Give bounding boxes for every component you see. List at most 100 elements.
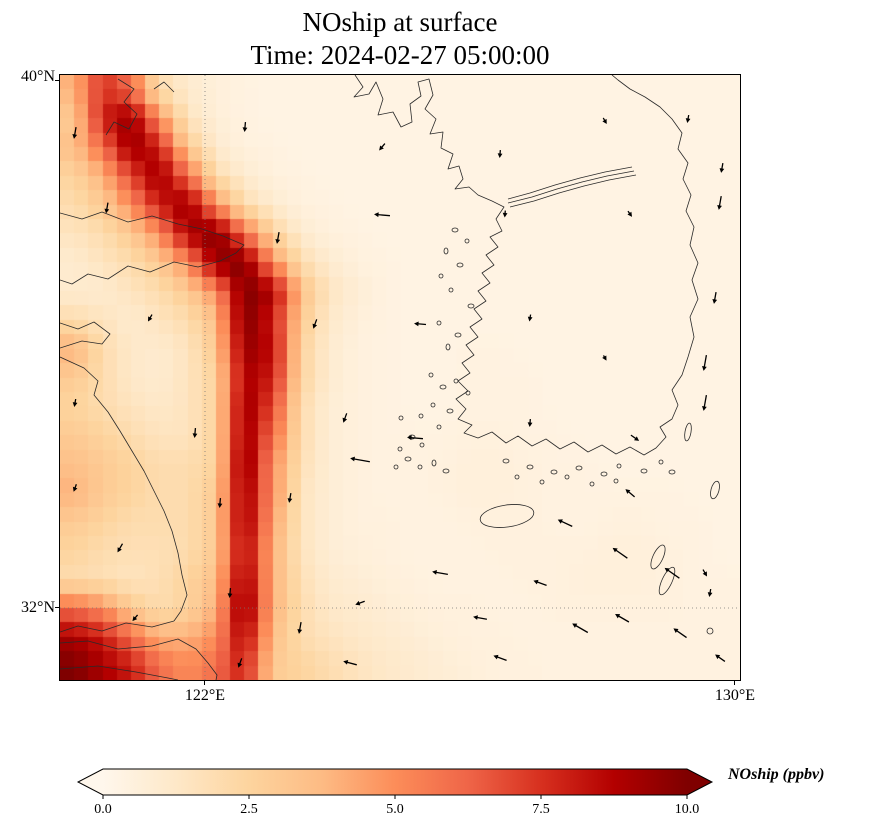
wind-arrow-head — [717, 205, 722, 210]
y-axis-tick-label-32N: 32°N — [21, 599, 55, 616]
island-outline — [448, 287, 454, 293]
x-axis-tick-label-130E: 130°E — [714, 687, 756, 704]
map-overlay-svg — [60, 75, 740, 680]
x-axis-tick-label-122E: 122°E — [184, 687, 226, 704]
colorbar-right-extend — [687, 769, 712, 795]
colorbar-tick-label: 2.5 — [240, 802, 258, 817]
colorbar — [75, 766, 735, 800]
wind-arrow-head — [493, 654, 499, 660]
island-outline — [453, 378, 459, 384]
island-outline — [658, 566, 676, 596]
island-outline — [404, 456, 412, 462]
colorbar-tick-label: 0.0 — [94, 802, 112, 817]
wind-arrow-head — [132, 616, 138, 622]
island-outline — [479, 504, 535, 528]
colorbar-tick-label: 10.0 — [674, 802, 700, 817]
island-outline — [465, 390, 471, 396]
wind-arrow-shaft — [573, 623, 589, 634]
wind-arrow-head — [719, 168, 725, 173]
colorbar-label: NOship (ppbv) — [728, 766, 825, 783]
wind-arrow-head — [473, 615, 478, 620]
island-outline — [439, 384, 447, 390]
colorbar-left-extend — [78, 769, 103, 795]
wind-arrow-head — [707, 592, 713, 597]
wind-arrow-head — [533, 579, 539, 585]
island-outline — [539, 479, 545, 485]
island-outline — [398, 415, 404, 421]
island-outline — [464, 238, 470, 244]
wind-arrow-head — [702, 366, 707, 371]
wind-arrow-head — [355, 600, 361, 606]
island-outline — [428, 372, 434, 378]
island-outline — [451, 227, 459, 233]
island-outline — [418, 413, 424, 419]
wind-arrow-head — [712, 299, 718, 304]
wind-arrow-head — [312, 323, 318, 329]
coastline-path — [60, 211, 245, 285]
coastline-path — [509, 174, 637, 208]
coastline-path — [105, 78, 138, 136]
wind-arrow-head — [557, 519, 563, 524]
coastline-path — [60, 356, 188, 622]
island-outline — [443, 247, 449, 255]
island-outline — [640, 468, 648, 474]
colorbar-gradient — [103, 769, 687, 795]
island-outline — [658, 459, 664, 465]
island-outline — [650, 544, 666, 570]
wind-arrow-head — [72, 402, 78, 407]
coastline-path — [60, 620, 175, 633]
wind-arrow-shaft — [665, 568, 680, 579]
island-outline — [417, 464, 423, 470]
island-outline — [454, 332, 462, 338]
wind-arrow-head — [72, 134, 78, 139]
colorbar-svg — [76, 768, 714, 799]
wind-arrow-head — [72, 486, 78, 492]
coastline-path — [353, 75, 699, 456]
island-outline — [430, 402, 436, 408]
wind-arrow-shaft — [352, 457, 370, 463]
wind-arrow-head — [104, 208, 110, 214]
wind-arrow-head — [615, 614, 621, 619]
y-axis-tick-mark — [55, 607, 59, 608]
island-outline — [684, 422, 692, 442]
island-outline — [438, 273, 444, 279]
wind-arrow-head — [527, 422, 533, 427]
coastline-path — [507, 170, 635, 204]
island-outline — [446, 408, 454, 414]
plot-title-block: NOship at surface Time: 2024-02-27 05:00… — [60, 6, 740, 72]
coastline-path — [60, 665, 179, 680]
concentration-heatmap-canvas — [60, 75, 740, 680]
island-outline — [710, 480, 720, 500]
island-outline — [397, 446, 403, 452]
wind-arrow-head — [343, 660, 349, 665]
wind-arrow-head — [275, 239, 281, 244]
island-outline — [419, 442, 425, 448]
wind-arrow-head — [379, 145, 384, 151]
colorbar-ticks: 0.0 2.5 5.0 7.5 10.0 — [75, 802, 735, 820]
island-outline — [442, 468, 450, 474]
island-outline — [564, 474, 570, 480]
wind-arrow-head — [297, 629, 303, 634]
island-outline — [589, 481, 595, 487]
island-outline — [526, 464, 534, 470]
y-axis-tick-label-40N: 40°N — [21, 68, 55, 85]
colorbar-tick-label: 7.5 — [532, 802, 550, 817]
wind-arrow-head — [192, 433, 198, 438]
wind-arrow-head — [242, 127, 248, 132]
map-plot-area — [59, 74, 741, 681]
wind-arrow-head — [602, 355, 607, 361]
wind-arrow-shaft — [613, 548, 628, 559]
island-outline — [436, 424, 442, 430]
wind-arrow-head — [350, 456, 356, 462]
island-outline — [514, 474, 520, 480]
wind-arrow-head — [612, 547, 618, 553]
island-outline — [393, 464, 399, 470]
wind-arrow-head — [572, 623, 578, 628]
island-outline — [575, 465, 583, 471]
x-axis-tick-mark — [734, 681, 735, 685]
wind-arrow-head — [227, 593, 233, 598]
coastline-path — [60, 321, 111, 349]
wind-arrow-head — [237, 662, 243, 668]
wind-arrow-head — [497, 153, 503, 158]
island-outline — [668, 469, 676, 475]
